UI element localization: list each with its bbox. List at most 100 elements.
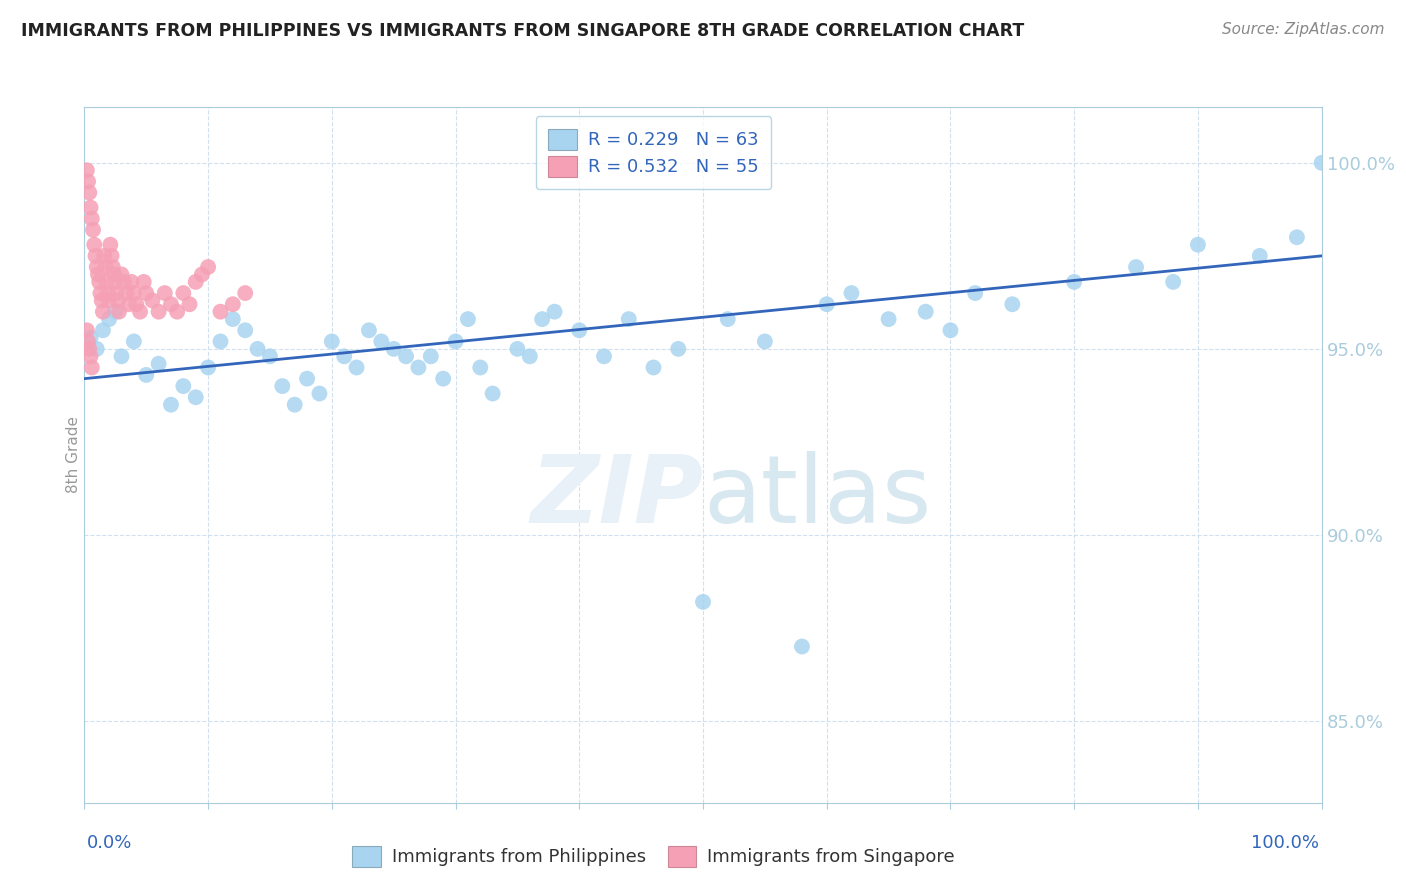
Point bbox=[135, 286, 157, 301]
Point bbox=[77, 334, 100, 349]
Point bbox=[115, 286, 138, 301]
Point bbox=[79, 201, 101, 215]
Point bbox=[617, 312, 640, 326]
Point bbox=[103, 268, 125, 282]
Y-axis label: 8th Grade: 8th Grade bbox=[66, 417, 80, 493]
Point bbox=[110, 349, 132, 363]
Point bbox=[815, 297, 838, 311]
Point bbox=[76, 323, 98, 337]
Point bbox=[135, 368, 157, 382]
Point bbox=[593, 349, 616, 363]
Point bbox=[939, 323, 962, 337]
Text: ZIP: ZIP bbox=[530, 450, 703, 542]
Point bbox=[77, 174, 100, 188]
Point bbox=[1310, 156, 1333, 170]
Point bbox=[129, 304, 152, 318]
Point bbox=[120, 275, 142, 289]
Point bbox=[160, 297, 183, 311]
Point bbox=[80, 360, 103, 375]
Point bbox=[209, 304, 232, 318]
Point bbox=[89, 286, 111, 301]
Point bbox=[79, 342, 101, 356]
Point bbox=[233, 286, 256, 301]
Point bbox=[197, 360, 219, 375]
Point bbox=[395, 349, 418, 363]
Point bbox=[271, 379, 294, 393]
Point bbox=[1063, 275, 1085, 289]
Point bbox=[100, 249, 122, 263]
Point bbox=[233, 323, 256, 337]
Point bbox=[246, 342, 269, 356]
Point bbox=[754, 334, 776, 349]
Point bbox=[104, 304, 127, 318]
Point bbox=[408, 360, 430, 375]
Point bbox=[83, 237, 105, 252]
Point bbox=[209, 334, 232, 349]
Point bbox=[222, 312, 245, 326]
Point bbox=[89, 275, 111, 289]
Point bbox=[284, 398, 307, 412]
Point bbox=[86, 260, 108, 274]
Point bbox=[98, 293, 121, 308]
Point bbox=[105, 286, 128, 301]
Point bbox=[259, 349, 281, 363]
Point bbox=[110, 268, 132, 282]
Point bbox=[172, 286, 194, 301]
Point bbox=[84, 249, 107, 263]
Point bbox=[1001, 297, 1024, 311]
Point bbox=[531, 312, 554, 326]
Point bbox=[790, 640, 813, 654]
Point bbox=[444, 334, 467, 349]
Point bbox=[107, 293, 129, 308]
Point bbox=[1285, 230, 1308, 244]
Point bbox=[382, 342, 405, 356]
Point bbox=[87, 268, 110, 282]
Point bbox=[197, 260, 219, 274]
Text: 100.0%: 100.0% bbox=[1251, 834, 1319, 852]
Point bbox=[1125, 260, 1147, 274]
Point bbox=[98, 312, 121, 326]
Point bbox=[79, 331, 101, 345]
Point bbox=[118, 297, 141, 311]
Point bbox=[94, 260, 117, 274]
Point bbox=[90, 293, 112, 308]
Point bbox=[79, 349, 101, 363]
Point bbox=[877, 312, 900, 326]
Point bbox=[295, 371, 318, 385]
Text: Source: ZipAtlas.com: Source: ZipAtlas.com bbox=[1222, 22, 1385, 37]
Point bbox=[692, 595, 714, 609]
Point bbox=[80, 211, 103, 226]
Point bbox=[1161, 275, 1184, 289]
Point bbox=[108, 304, 131, 318]
Point bbox=[86, 342, 108, 356]
Point bbox=[93, 249, 115, 263]
Point bbox=[643, 360, 665, 375]
Point bbox=[717, 312, 740, 326]
Point bbox=[82, 223, 104, 237]
Point bbox=[568, 323, 591, 337]
Point bbox=[148, 304, 170, 318]
Point bbox=[965, 286, 987, 301]
Point bbox=[470, 360, 492, 375]
Point bbox=[321, 334, 343, 349]
Point bbox=[91, 323, 114, 337]
Point bbox=[184, 275, 207, 289]
Point bbox=[91, 304, 114, 318]
Point bbox=[112, 275, 135, 289]
Point bbox=[457, 312, 479, 326]
Point bbox=[98, 237, 121, 252]
Point bbox=[370, 334, 392, 349]
Point bbox=[841, 286, 863, 301]
Point bbox=[1249, 249, 1271, 263]
Point bbox=[432, 371, 454, 385]
Point bbox=[346, 360, 368, 375]
Point bbox=[125, 297, 148, 311]
Point bbox=[101, 260, 124, 274]
Point bbox=[132, 275, 155, 289]
Point bbox=[166, 304, 188, 318]
Point bbox=[122, 334, 145, 349]
Point bbox=[191, 268, 214, 282]
Point bbox=[357, 323, 380, 337]
Point bbox=[96, 275, 118, 289]
Point bbox=[308, 386, 330, 401]
